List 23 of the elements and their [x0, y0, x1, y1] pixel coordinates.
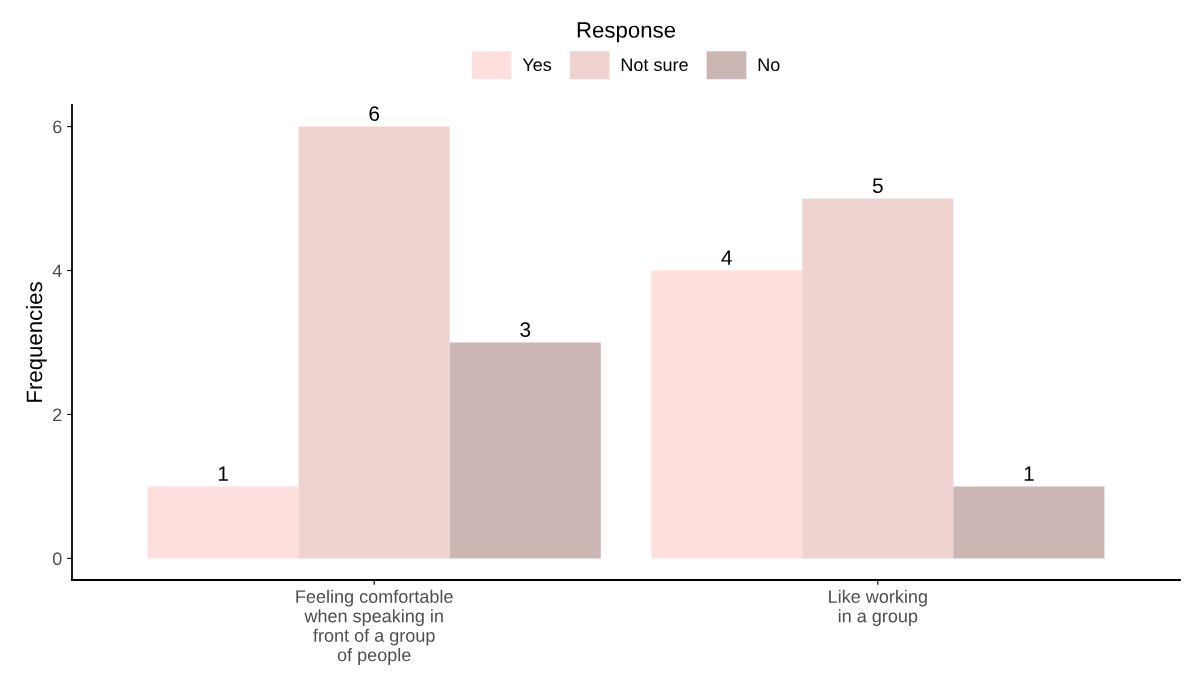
y-tick-label: 6 — [53, 120, 62, 134]
legend-label: Not sure — [621, 58, 688, 72]
bar — [298, 126, 450, 559]
y-tick-label: 2 — [53, 408, 62, 422]
data-label: 5 — [872, 178, 883, 194]
y-axis-title: Frequencies — [25, 282, 47, 402]
data-label: 1 — [218, 466, 228, 481]
y-tick-label: 0 — [52, 552, 62, 566]
y-tick-label: 4 — [52, 264, 62, 278]
data-label: 3 — [520, 322, 531, 337]
data-label: 6 — [369, 106, 380, 122]
legend-label: Yes — [522, 58, 552, 72]
legend-title: Response — [577, 22, 676, 43]
x-tick-label: Feeling comfortable when speaking in front of a group of people — [296, 589, 453, 665]
bar — [802, 198, 954, 559]
bar — [147, 486, 299, 559]
x-tick-label: Like working in a group — [829, 589, 927, 626]
data-label: 4 — [721, 250, 732, 265]
legend-label: No — [758, 58, 780, 72]
bar — [953, 486, 1105, 559]
data-label: 1 — [1024, 466, 1034, 481]
bar — [651, 270, 803, 559]
bar — [449, 342, 601, 559]
